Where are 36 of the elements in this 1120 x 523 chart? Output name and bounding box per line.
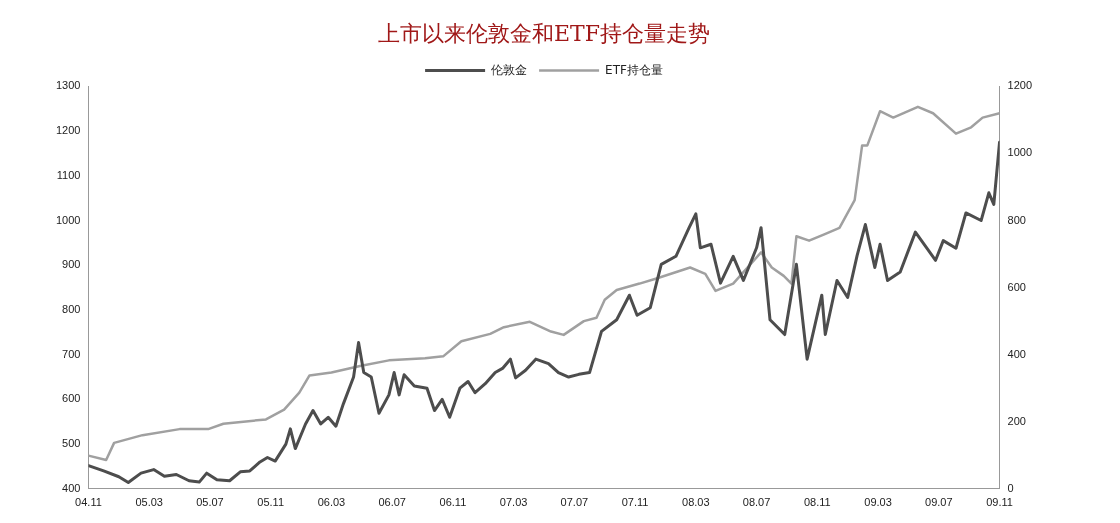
x-tick-label: 06.03	[317, 496, 346, 509]
y2-tick-label: 0	[1007, 481, 1014, 494]
y-tick-label: 800	[62, 302, 81, 315]
x-tick-label: 09.07	[925, 496, 953, 509]
legend-label: ETF持仓量	[605, 62, 663, 77]
x-tick-label: 08.07	[742, 496, 771, 509]
y-tick-label: 600	[62, 392, 81, 405]
y2-tick-label: 600	[1007, 280, 1026, 293]
y2-tick-label: 800	[1007, 213, 1026, 226]
y2-tick-label: 1000	[1007, 146, 1033, 159]
x-tick-label: 06.11	[439, 496, 467, 509]
x-tick-label: 06.07	[378, 496, 406, 509]
x-tick-label: 07.11	[621, 496, 649, 509]
y-tick-label: 1300	[55, 79, 81, 92]
x-tick-label: 04.11	[75, 496, 102, 509]
x-tick-label: 08.11	[803, 496, 831, 509]
x-tick-label: 05.07	[196, 496, 224, 509]
y-tick-label: 1100	[56, 168, 81, 181]
y-tick-label: 400	[62, 481, 81, 494]
x-tick-label: 07.07	[560, 496, 589, 509]
y2-tick-label: 400	[1007, 347, 1026, 360]
legend-label: 伦敦金	[491, 62, 528, 77]
y-tick-label: 900	[62, 258, 81, 271]
y2-tick-label: 200	[1007, 414, 1026, 427]
y-tick-label: 500	[62, 437, 81, 450]
y-tick-label: 700	[62, 347, 81, 360]
x-tick-label: 08.03	[682, 496, 710, 509]
x-tick-label: 07.03	[499, 496, 528, 509]
y2-tick-label: 1200	[1007, 79, 1033, 92]
y-tick-label: 1000	[55, 213, 81, 226]
x-tick-label: 09.03	[864, 496, 892, 509]
x-tick-label: 09.11	[986, 496, 1013, 509]
x-tick-label: 05.03	[135, 496, 163, 509]
chart-title: 上市以来伦敦金和ETF持仓量走势	[378, 20, 710, 46]
y-tick-label: 1200	[55, 124, 81, 137]
x-tick-label: 05.11	[257, 496, 285, 509]
